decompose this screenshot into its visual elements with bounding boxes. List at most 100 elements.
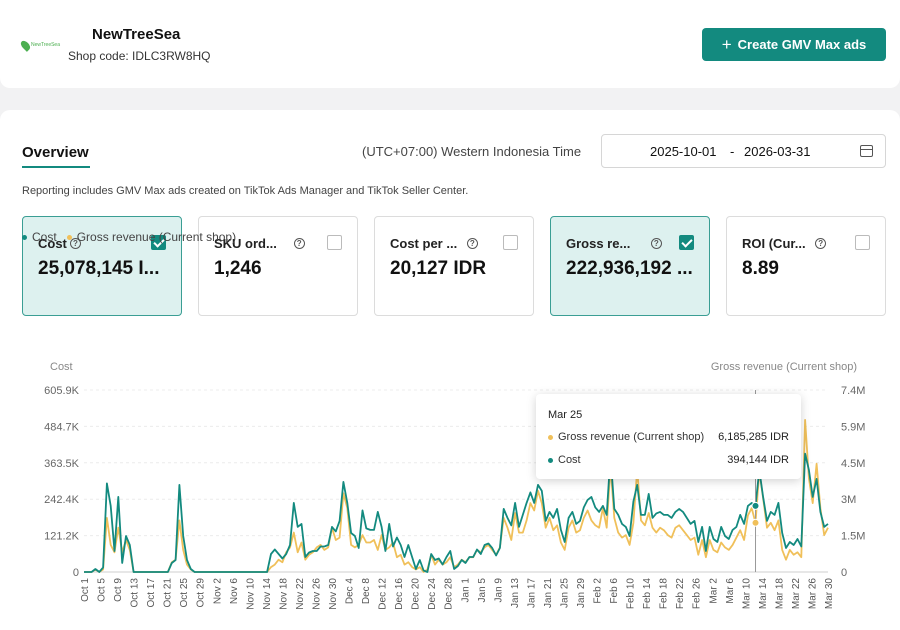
overview-panel: Overview (UTC+07:00) Western Indonesia T… [0, 110, 900, 630]
shop-name: NewTreeSea [92, 26, 181, 43]
x-tick-label: Dec 24 [427, 578, 438, 610]
tab-underline [22, 166, 90, 168]
reporting-note: Reporting includes GMV Max ads created o… [22, 185, 469, 197]
legend-label: Cost [32, 230, 57, 244]
shop-logo-text: NewTreeSea [31, 42, 60, 48]
metric-value: 222,936,192 ... [566, 258, 693, 279]
x-tick-label: Dec 8 [361, 578, 372, 605]
metric-card-cost[interactable]: Cost? 25,078,145 I... [22, 216, 182, 316]
x-tick-label: Nov 30 [328, 578, 339, 610]
tooltip-label: Gross revenue (Current shop) [558, 431, 705, 443]
x-tick-label: Nov 18 [278, 578, 289, 610]
hover-point-cost [751, 501, 760, 510]
chart-legend: Cost Gross revenue (Current shop) [22, 230, 236, 244]
legend-item-gross-revenue[interactable]: Gross revenue (Current shop) [66, 230, 237, 244]
x-tick-label: Mar 14 [758, 578, 769, 610]
metric-checkbox[interactable] [151, 235, 166, 250]
x-tick-label: Feb 22 [675, 578, 686, 610]
x-tick-label: Jan 25 [559, 578, 570, 608]
x-tick-label: Jan 17 [526, 578, 537, 608]
right-tick-label: 0 [841, 567, 847, 579]
metric-label: ROI (Cur... [742, 236, 806, 251]
help-icon[interactable]: ? [69, 238, 81, 249]
metric-card-sku-orders[interactable]: SKU ord... ? 1,246 [198, 216, 358, 316]
dot-icon [22, 234, 27, 240]
x-tick-label: Feb 14 [642, 578, 653, 610]
left-tick-label: 363.5K [44, 458, 80, 470]
hover-point-gross-revenue [751, 518, 760, 527]
date-range-picker[interactable]: 2025-10-01 - 2026-03-31 [601, 134, 886, 168]
metric-card-gross-revenue[interactable]: Gross re... ? 222,936,192 ... [550, 216, 710, 316]
series-line-cost [84, 452, 829, 573]
metric-card-roi[interactable]: ROI (Cur... ? 8.89 [726, 216, 886, 316]
create-button-label: Create GMV Max ads [737, 37, 867, 52]
left-tick-label: 121.2K [44, 531, 80, 543]
x-tick-label: Oct 13 [130, 578, 141, 608]
x-tick-label: Nov 10 [245, 578, 256, 610]
x-tick-label: Oct 17 [146, 578, 157, 608]
metric-value: 25,078,145 I... [38, 258, 160, 279]
tab-overview[interactable]: Overview [22, 144, 89, 161]
left-axis-title: Cost [50, 361, 73, 373]
help-icon[interactable]: ? [293, 238, 305, 249]
x-tick-label: Oct 9 [113, 578, 124, 602]
dot-icon [548, 434, 553, 440]
leaf-icon [19, 38, 32, 52]
legend-label: Gross revenue (Current shop) [76, 230, 237, 244]
x-tick-label: Oct 29 [196, 578, 207, 608]
x-tick-label: Nov 6 [229, 578, 240, 605]
left-tick-label: 484.7K [44, 421, 80, 433]
create-gmv-max-ads-button[interactable]: + Create GMV Max ads [702, 28, 886, 61]
x-tick-label: Nov 14 [262, 578, 273, 610]
x-tick-label: Jan 5 [477, 578, 488, 603]
x-tick-label: Feb 2 [593, 578, 604, 604]
x-tick-label: Oct 21 [163, 578, 174, 608]
metric-label: Cost [38, 236, 67, 251]
date-end: 2026-03-31 [744, 143, 811, 159]
metric-card-cost-per-order[interactable]: Cost per ... ? 20,127 IDR [374, 216, 534, 316]
shop-header: NewTreeSea NewTreeSea Shop code: IDLC3RW… [0, 0, 900, 88]
plus-icon: + [721, 35, 732, 54]
x-tick-label: Oct 25 [179, 578, 190, 608]
metric-checkbox[interactable] [503, 235, 518, 250]
metric-label: Gross re... [566, 236, 631, 251]
tooltip-label: Cost [558, 454, 581, 466]
metric-checkbox[interactable] [679, 235, 694, 250]
metric-value: 8.89 [742, 258, 779, 279]
shop-logo: NewTreeSea [19, 36, 60, 54]
help-icon[interactable]: ? [650, 238, 662, 249]
right-tick-label: 1.5M [841, 531, 865, 543]
metric-label: Cost per ... [390, 236, 458, 251]
left-tick-label: 242.4K [44, 494, 80, 506]
x-tick-label: Jan 9 [493, 578, 504, 603]
x-tick-label: Mar 10 [741, 578, 752, 610]
left-tick-label: 0 [73, 567, 79, 579]
metric-value: 20,127 IDR [390, 258, 487, 279]
x-tick-label: Jan 13 [510, 578, 521, 608]
right-tick-label: 3M [841, 494, 856, 506]
x-tick-label: Jan 29 [576, 578, 587, 608]
dot-icon [548, 457, 553, 463]
tooltip-row-cost: Cost 394,144 IDR [548, 454, 789, 466]
calendar-icon [860, 145, 873, 157]
x-tick-label: Mar 30 [824, 578, 835, 610]
x-tick-label: Feb 10 [626, 578, 637, 610]
metric-checkbox[interactable] [327, 235, 342, 250]
date-start: 2025-10-01 [650, 143, 717, 159]
x-tick-label: Oct 1 [80, 578, 91, 602]
timezone-label: (UTC+07:00) Western Indonesia Time [362, 144, 582, 159]
right-axis-title: Gross revenue (Current shop) [711, 361, 857, 373]
legend-item-cost[interactable]: Cost [22, 230, 57, 244]
help-icon[interactable]: ? [815, 238, 827, 249]
x-tick-label: Mar 26 [807, 578, 818, 610]
metric-value: 1,246 [214, 258, 262, 279]
x-tick-label: Jan 1 [460, 578, 471, 603]
x-tick-label: Mar 18 [774, 578, 785, 610]
help-icon[interactable]: ? [466, 238, 478, 249]
tooltip-row-revenue: Gross revenue (Current shop) 6,185,285 I… [548, 431, 789, 443]
x-tick-label: Nov 2 [212, 578, 223, 605]
x-tick-label: Oct 5 [97, 578, 108, 602]
tooltip-date: Mar 25 [548, 409, 583, 421]
metric-checkbox[interactable] [855, 235, 870, 250]
x-tick-label: Dec 12 [378, 578, 389, 610]
